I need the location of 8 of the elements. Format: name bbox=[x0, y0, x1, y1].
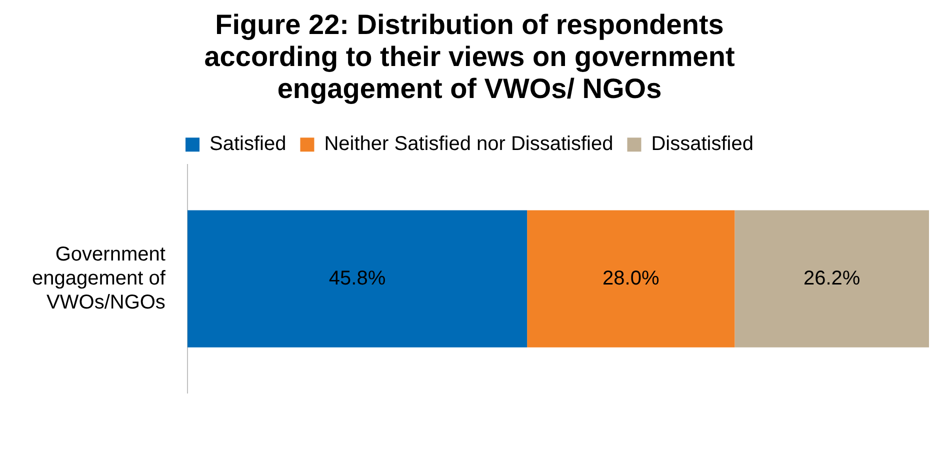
y-tick-label: Government engagement of VWOs/NGOs bbox=[32, 243, 166, 314]
data-label: 28.0% bbox=[602, 267, 660, 290]
legend-label: Satisfied bbox=[210, 133, 286, 156]
data-label: 45.8% bbox=[328, 267, 386, 290]
legend-label: Neither Satisfied nor Dissatisfied bbox=[324, 133, 614, 156]
data-label: 26.2% bbox=[803, 267, 860, 290]
chart-title: Figure 22: Distribution of respondents according to their views on government engagement of VWOs/ NGOs bbox=[204, 8, 735, 104]
legend-label: Dissatisfied bbox=[651, 133, 754, 156]
